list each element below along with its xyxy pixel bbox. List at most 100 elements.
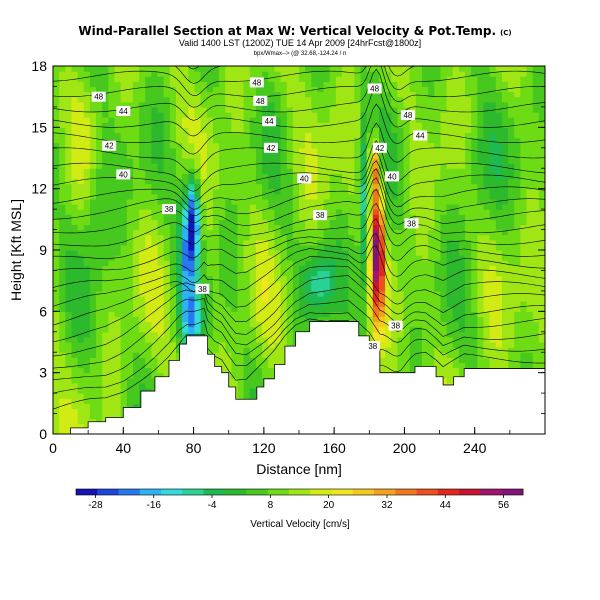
velocity-cell xyxy=(280,311,288,318)
velocity-cell xyxy=(114,239,122,246)
velocity-cell xyxy=(409,198,417,205)
velocity-cell xyxy=(53,393,60,399)
velocity-cell xyxy=(391,183,398,190)
velocity-cell xyxy=(243,377,251,384)
velocity-cell xyxy=(329,224,337,231)
velocity-cell xyxy=(108,209,116,215)
velocity-cell xyxy=(71,204,79,210)
velocity-cell xyxy=(96,393,103,399)
velocity-cell xyxy=(108,331,116,338)
velocity-cell xyxy=(219,306,226,312)
velocity-cell xyxy=(108,403,116,410)
velocity-cell xyxy=(219,106,226,113)
velocity-cell xyxy=(157,204,165,210)
velocity-cell xyxy=(348,173,355,180)
velocity-cell xyxy=(219,239,226,246)
velocity-cell xyxy=(385,321,392,328)
velocity-cell xyxy=(366,244,374,251)
velocity-cell xyxy=(59,255,66,261)
velocity-cell xyxy=(200,158,208,164)
velocity-cell xyxy=(366,280,374,287)
velocity-cell xyxy=(458,101,466,108)
velocity-cell xyxy=(403,66,411,72)
velocity-cell xyxy=(403,311,411,318)
velocity-cell xyxy=(237,219,245,226)
velocity-cell xyxy=(89,71,97,77)
velocity-cell xyxy=(452,275,460,282)
velocity-cell xyxy=(59,244,66,251)
velocity-cell xyxy=(415,112,423,118)
velocity-cell xyxy=(108,311,116,318)
velocity-cell xyxy=(329,270,337,277)
velocity-cell xyxy=(299,152,306,159)
velocity-cell xyxy=(108,270,116,277)
velocity-cell xyxy=(465,321,472,328)
velocity-cell xyxy=(311,265,319,272)
velocity-cell xyxy=(163,306,171,312)
velocity-cell xyxy=(139,96,146,103)
velocity-cell xyxy=(317,178,325,185)
velocity-cell xyxy=(409,81,417,88)
velocity-cell xyxy=(157,112,165,118)
velocity-cell xyxy=(262,331,269,338)
velocity-cell xyxy=(397,219,405,226)
velocity-cell xyxy=(372,198,380,205)
velocity-cell xyxy=(372,204,380,210)
velocity-cell xyxy=(151,112,159,118)
velocity-cell xyxy=(132,127,140,134)
velocity-cell xyxy=(458,137,466,144)
velocity-cell xyxy=(83,388,91,394)
velocity-cell xyxy=(169,234,177,241)
velocity-cell xyxy=(286,270,294,277)
velocity-cell xyxy=(108,127,116,134)
velocity-cell xyxy=(372,127,380,134)
velocity-cell xyxy=(53,158,60,164)
velocity-cell xyxy=(255,106,263,113)
velocity-cell xyxy=(212,301,220,307)
velocity-cell xyxy=(428,117,435,123)
velocity-cell xyxy=(378,127,386,134)
velocity-cell xyxy=(145,81,152,88)
velocity-cell xyxy=(53,367,60,374)
velocity-cell xyxy=(83,336,91,343)
velocity-cell xyxy=(458,147,466,154)
velocity-cell xyxy=(102,204,109,210)
velocity-cell xyxy=(329,112,337,118)
velocity-cell xyxy=(102,255,109,261)
velocity-cell xyxy=(385,234,392,241)
velocity-cell xyxy=(77,214,85,220)
velocity-cell xyxy=(243,117,251,123)
velocity-cell xyxy=(139,275,146,282)
velocity-cell xyxy=(188,270,196,277)
velocity-cell xyxy=(378,275,386,282)
velocity-cell xyxy=(53,342,60,348)
velocity-cell xyxy=(299,193,306,200)
velocity-cell xyxy=(237,244,245,251)
velocity-cell xyxy=(77,377,85,384)
velocity-cell xyxy=(274,275,282,282)
velocity-cell xyxy=(471,255,478,261)
velocity-cell xyxy=(335,132,343,139)
velocity-cell xyxy=(329,91,337,98)
velocity-cell xyxy=(157,306,165,312)
velocity-cell xyxy=(139,127,146,134)
velocity-cell xyxy=(329,234,337,241)
velocity-cell xyxy=(237,326,245,333)
velocity-cell xyxy=(262,244,269,251)
velocity-cell xyxy=(77,260,85,266)
velocity-cell xyxy=(151,239,159,246)
velocity-cell xyxy=(391,255,398,261)
velocity-cell xyxy=(372,193,380,200)
velocity-cell xyxy=(385,239,392,246)
velocity-cell xyxy=(378,91,386,98)
velocity-cell xyxy=(458,372,466,379)
velocity-cell xyxy=(89,234,97,241)
velocity-cell xyxy=(71,357,79,364)
velocity-cell xyxy=(292,214,300,220)
velocity-cell xyxy=(262,66,269,72)
velocity-cell xyxy=(446,372,454,379)
velocity-cell xyxy=(428,147,435,154)
velocity-cell xyxy=(243,147,251,154)
velocity-cell xyxy=(53,372,60,379)
velocity-cell xyxy=(102,403,109,410)
